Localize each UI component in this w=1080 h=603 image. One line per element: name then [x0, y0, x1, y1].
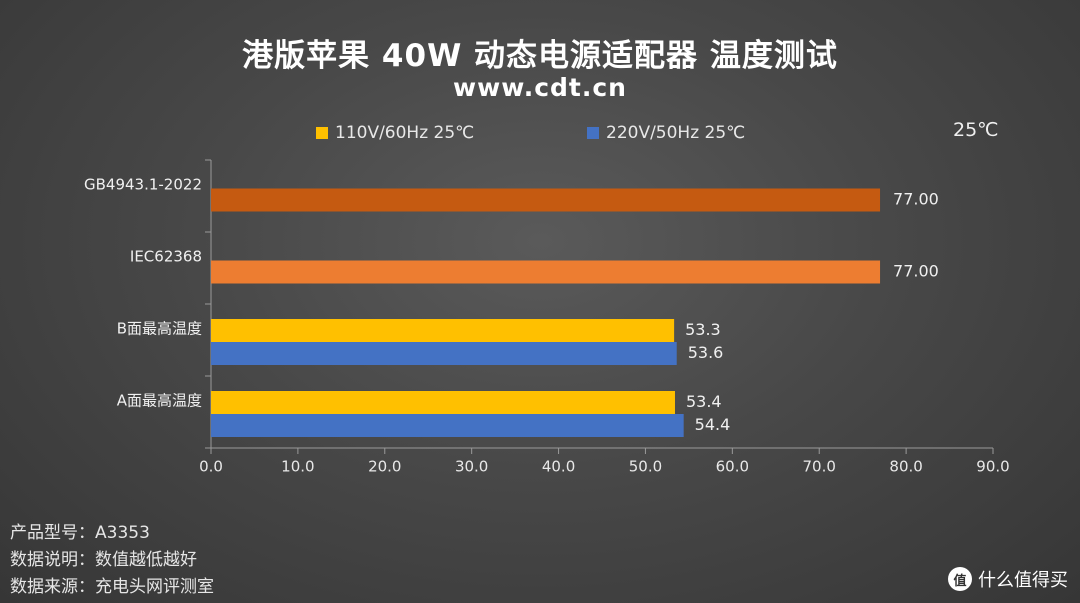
bar-data-label: 53.3 [685, 320, 721, 339]
footer-note: 数据说明：数值越低越好 [10, 550, 197, 570]
chart-title: 港版苹果 40W 动态电源适配器 温度测试 [242, 38, 838, 74]
legend-label-110v: 110V/60Hz 25℃ [335, 123, 475, 143]
legend-item-110v: 110V/60Hz 25℃ [316, 123, 474, 143]
category-label: GB4943.1-2022 [84, 176, 202, 194]
temperature-unit: 25℃ [953, 119, 999, 141]
x-tick-label: 0.0 [199, 458, 223, 476]
series-bar [211, 342, 677, 365]
x-tick-label: 20.0 [368, 458, 401, 476]
x-tick-label: 30.0 [455, 458, 488, 476]
series-bar [211, 391, 675, 414]
series-bar [211, 414, 684, 437]
x-tick-label: 50.0 [629, 458, 662, 476]
footer-model: 产品型号：A3353 [10, 523, 150, 543]
category-label: IEC62368 [130, 248, 202, 266]
chart-subtitle: www.cdt.cn [453, 73, 627, 102]
x-tick-label: 40.0 [542, 458, 575, 476]
legend-label-220v: 220V/50Hz 25℃ [606, 123, 746, 143]
limit-bar [211, 260, 881, 284]
limit-data-label: 77.00 [893, 262, 939, 281]
category-label: A面最高温度 [117, 392, 202, 410]
limit-data-label: 77.00 [893, 190, 939, 209]
bar-data-label: 54.4 [695, 415, 731, 434]
category-label: B面最高温度 [117, 320, 202, 338]
footer-source: 数据来源：充电头网评测室 [10, 577, 214, 597]
limit-bar [211, 188, 881, 212]
watermark-text: 什么值得买 [978, 570, 1068, 591]
x-tick-label: 60.0 [716, 458, 749, 476]
legend-swatch-yellow [316, 127, 328, 139]
legend-item-220v: 220V/50Hz 25℃ [587, 123, 745, 143]
legend-swatch-blue [587, 127, 599, 139]
watermark: 值 什么值得买 [948, 566, 1068, 592]
x-tick-label: 10.0 [281, 458, 314, 476]
x-tick-label: 90.0 [976, 458, 1009, 476]
bar-data-label: 53.6 [688, 343, 724, 362]
series-bar [211, 319, 675, 342]
bar-data-label: 53.4 [686, 392, 722, 411]
x-tick-label: 70.0 [803, 458, 836, 476]
watermark-logo-icon: 值 [948, 567, 972, 591]
x-tick-label: 80.0 [889, 458, 922, 476]
